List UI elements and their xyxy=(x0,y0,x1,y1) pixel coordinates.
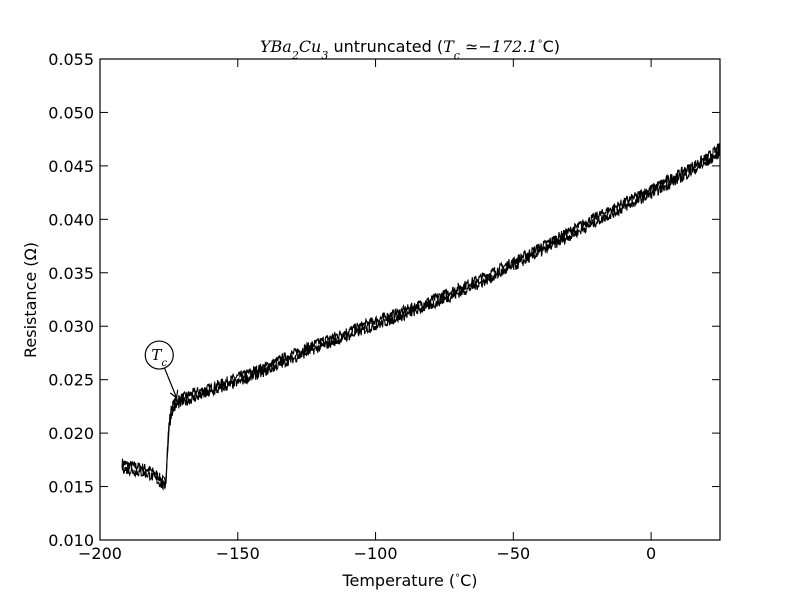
y-tick-label: 0.055 xyxy=(48,50,94,69)
y-tick-label: 0.040 xyxy=(48,210,94,229)
tc-annotation: Tc xyxy=(144,340,179,399)
x-tick-label: −100 xyxy=(354,544,398,563)
y-tick-label: 0.025 xyxy=(48,371,94,390)
tc-annotation-label: Tc xyxy=(151,346,167,369)
x-tick-label: −150 xyxy=(216,544,260,563)
series-line xyxy=(121,148,721,491)
y-axis: 0.010 0.015 0.020 0.025 0.030 0.035 0.040 0.045… xyxy=(48,50,720,550)
y-tick-label: 0.030 xyxy=(48,317,94,336)
y-tick-label: 0.010 xyxy=(48,531,94,550)
x-tick-label: −50 xyxy=(496,544,530,563)
plot-frame xyxy=(99,58,721,541)
x-tick-label: 0 xyxy=(646,544,656,563)
y-tick-label: 0.020 xyxy=(48,424,94,443)
tc-annotation-circle xyxy=(144,340,174,370)
x-axis-title: Temperature (°C) xyxy=(341,571,477,590)
y-tick-label: 0.035 xyxy=(48,264,94,283)
series-layer xyxy=(121,143,721,491)
y-axis-title: Resistance (Ω) xyxy=(21,242,40,358)
x-tick-label: −200 xyxy=(78,544,122,563)
y-tick-label: 0.050 xyxy=(48,103,94,122)
title-formula-ybacu: YBa xyxy=(260,37,292,56)
plot-area xyxy=(99,58,721,541)
y-tick-label: 0.015 xyxy=(48,478,94,497)
chart-title: YBa2Cu3 untruncated (Tc ≃−172.1°C) xyxy=(260,37,560,62)
tc-annotation-arrow xyxy=(163,367,178,399)
tc-annotation-arrowhead xyxy=(169,389,179,399)
x-axis: −200 −150 −100 −50 0 xyxy=(78,59,656,563)
y-tick-label: 0.045 xyxy=(48,157,94,176)
series-line xyxy=(121,143,721,484)
